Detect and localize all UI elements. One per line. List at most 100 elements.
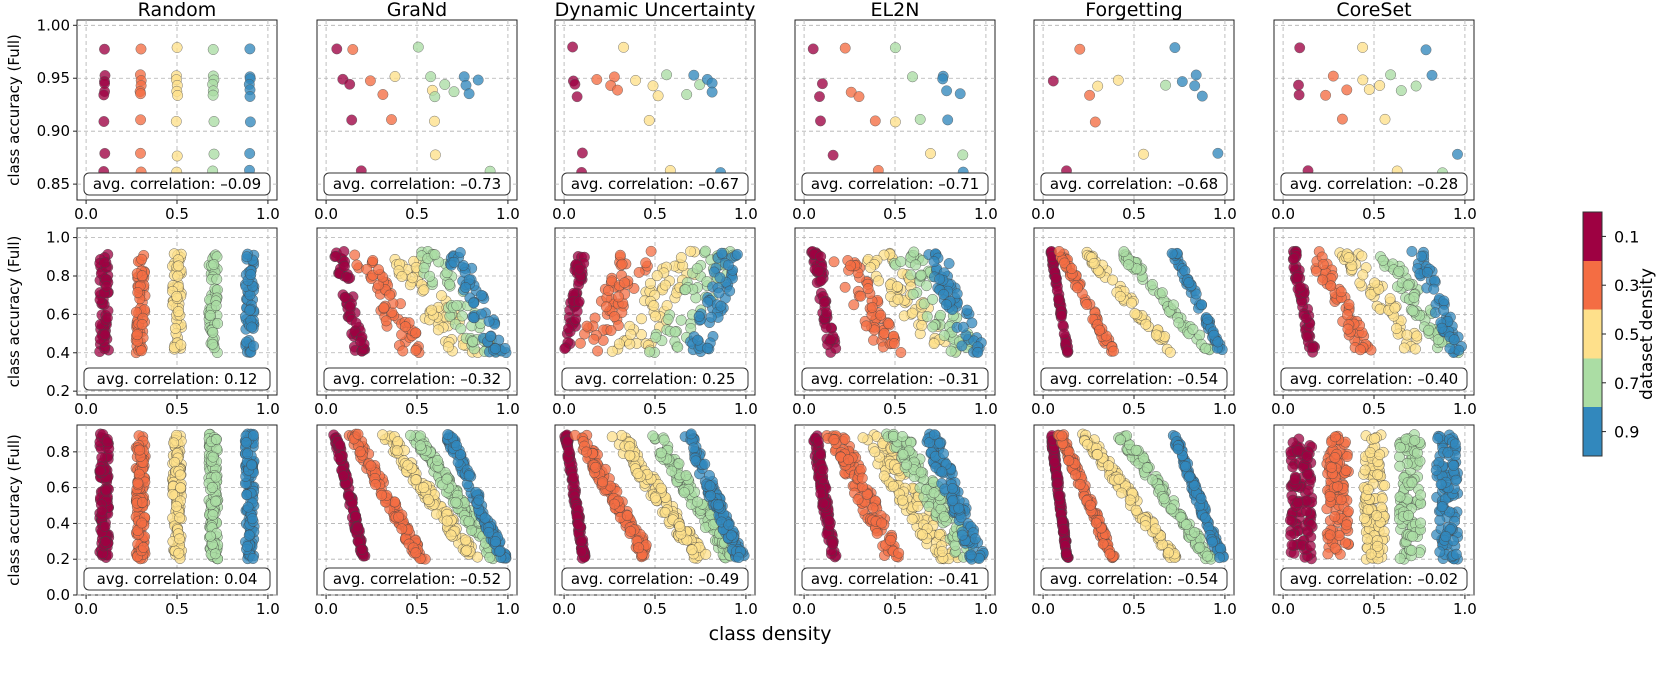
x-tick-label: 1.0: [974, 400, 998, 418]
data-point: [1140, 520, 1151, 532]
data-point: [479, 512, 491, 524]
data-point: [356, 544, 368, 555]
data-point: [1215, 542, 1227, 554]
data-point: [817, 464, 829, 476]
data-point: [1423, 324, 1435, 336]
data-point: [571, 305, 583, 317]
data-point: [136, 318, 148, 330]
x-tick-label: 0.0: [1031, 400, 1055, 418]
correlation-box: [323, 172, 511, 196]
data-point: [1052, 477, 1063, 489]
data-point: [648, 300, 660, 312]
data-point: [1337, 113, 1348, 125]
data-point: [396, 271, 408, 282]
data-point: [890, 116, 901, 128]
data-point: [1301, 331, 1313, 343]
panel-title: Dynamic Uncertainty: [555, 0, 756, 21]
data-point: [246, 459, 258, 471]
data-point: [1173, 317, 1185, 329]
data-point: [888, 338, 900, 349]
data-point: [1369, 277, 1381, 289]
data-point: [1047, 75, 1059, 87]
data-point: [442, 341, 454, 353]
data-point: [242, 501, 254, 513]
data-point: [1112, 74, 1124, 86]
data-point: [732, 248, 743, 260]
y-axis-label: class accuracy (Full): [5, 34, 23, 186]
data-point: [473, 494, 485, 506]
data-point: [572, 518, 584, 530]
data-point: [208, 259, 220, 270]
data-point: [1452, 148, 1463, 160]
data-point: [448, 256, 460, 268]
correlation-box: [561, 172, 749, 196]
data-point: [1156, 287, 1168, 299]
data-point: [843, 454, 854, 466]
correlation-annotation: avg. correlation: –0.67: [571, 175, 739, 193]
data-point: [702, 296, 713, 308]
x-tick-label: 1.0: [256, 205, 280, 223]
data-point: [934, 437, 946, 449]
data-point: [98, 116, 110, 127]
data-point: [1108, 345, 1119, 357]
data-point: [168, 437, 180, 449]
data-point: [672, 341, 684, 353]
data-point: [934, 273, 945, 285]
data-point: [691, 263, 703, 274]
data-point: [1114, 290, 1126, 302]
data-point: [699, 458, 711, 470]
data-point: [1196, 90, 1208, 102]
x-tick-label: 0.5: [643, 600, 667, 618]
data-point: [135, 147, 146, 159]
data-point: [680, 470, 692, 481]
data-point: [1422, 266, 1433, 278]
scatter-points: [807, 42, 969, 178]
data-point: [1056, 309, 1067, 321]
data-point: [860, 320, 872, 332]
data-point: [167, 488, 179, 500]
data-point: [1085, 499, 1096, 511]
x-tick-label: 0.0: [74, 400, 98, 418]
data-point: [883, 318, 894, 329]
data-point: [489, 343, 501, 354]
data-point: [1327, 70, 1339, 82]
data-point: [243, 529, 255, 541]
data-point: [460, 534, 471, 546]
y-tick-label: 0.95: [37, 69, 70, 87]
data-point: [1342, 323, 1354, 335]
data-point: [1391, 323, 1402, 334]
x-tick-label: 0.0: [552, 400, 576, 418]
x-tick-label: 1.0: [734, 400, 758, 418]
scatter-points: [1045, 245, 1228, 358]
data-point: [1428, 283, 1440, 295]
x-tick-label: 0.0: [74, 205, 98, 223]
data-point: [338, 246, 350, 257]
data-point: [915, 466, 927, 478]
data-point: [828, 256, 840, 268]
data-point: [210, 471, 222, 483]
data-point: [915, 269, 927, 281]
data-point: [927, 321, 939, 333]
data-point: [1385, 69, 1397, 81]
data-point: [1081, 299, 1093, 310]
data-point: [1357, 42, 1369, 53]
y-axis-label: class accuracy (Full): [5, 236, 23, 388]
x-tick-label: 0.5: [165, 400, 189, 418]
data-point: [855, 290, 867, 302]
data-point: [659, 279, 671, 291]
data-point: [1063, 455, 1075, 466]
data-point: [468, 312, 480, 324]
data-point: [1074, 43, 1086, 55]
data-point: [1293, 79, 1304, 91]
data-point: [581, 320, 593, 332]
data-point: [688, 69, 700, 81]
data-point: [839, 42, 851, 54]
correlation-box: [83, 172, 271, 196]
y-tick-label: 1.00: [37, 16, 70, 34]
data-point: [1317, 274, 1328, 286]
data-point: [247, 553, 259, 564]
data-point: [867, 502, 879, 514]
